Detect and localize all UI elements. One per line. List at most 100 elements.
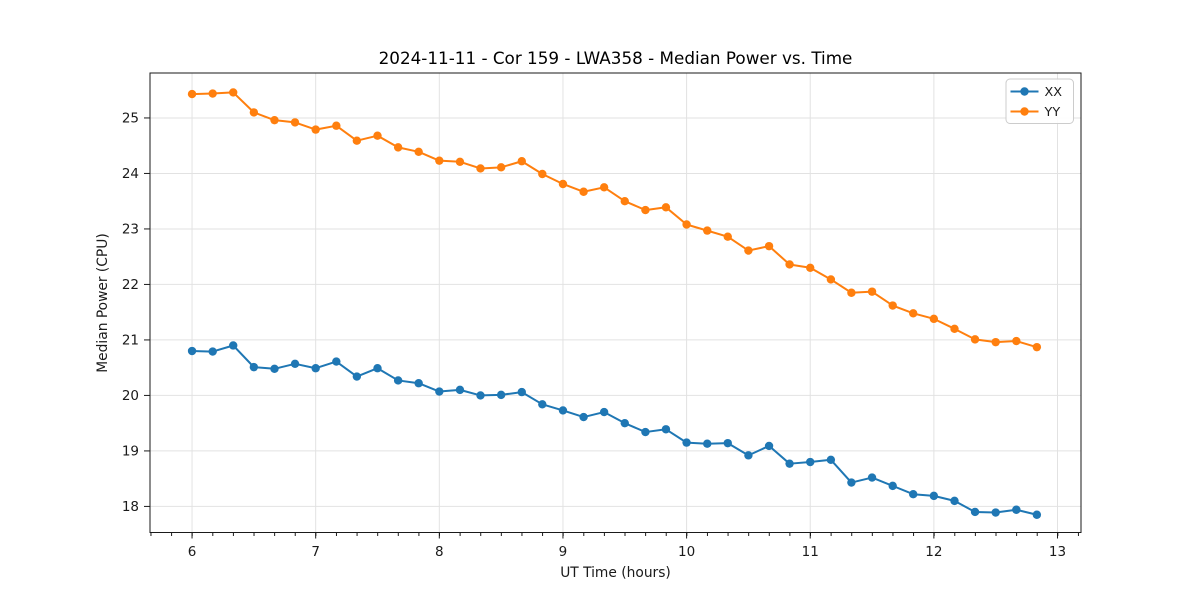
data-point-xx [641,427,650,437]
legend-item-xx: XX [1010,85,1063,100]
x-tick-label: 8 [435,544,444,560]
x-tick-label: 6 [188,544,197,560]
x-tick-label: 13 [1049,544,1066,560]
data-point-yy [414,147,423,157]
y-tick-label: 19 [122,444,139,460]
data-point-yy [888,301,897,310]
data-point-yy [744,246,753,255]
x-axis-label: UT Time (hours) [560,565,671,581]
data-point-xx [826,455,836,465]
data-point-yy [641,205,650,215]
x-tick-label: 11 [802,544,819,560]
data-point-xx [229,341,238,350]
data-point-yy [187,89,197,99]
data-point-yy [476,164,485,173]
data-point-yy [826,275,836,284]
series-xx [187,341,1042,519]
x-tick-label: 12 [925,544,942,560]
y-axis-label: Median Power (CPU) [95,233,111,373]
legend-label-xx: XX [1045,85,1063,100]
data-point-xx [661,425,671,434]
data-point-xx [538,400,547,409]
data-point-yy [208,89,217,98]
data-point-xx [991,508,1000,517]
grid [150,73,1081,533]
data-point-xx [723,438,732,448]
data-point-xx [929,491,939,501]
data-point-yy [867,287,877,296]
legend-label-yy: YY [1044,105,1061,120]
data-point-yy [579,187,588,196]
data-point-yy [847,288,856,297]
data-point-xx [682,438,691,447]
data-point-xx [1012,505,1021,514]
data-point-xx [744,451,753,460]
data-point-xx [517,387,526,397]
legend-box [1005,78,1074,124]
data-point-xx [373,364,382,373]
data-point-xx [435,387,444,396]
series-yy [187,88,1042,352]
data-point-yy [991,337,1000,347]
plot-border [149,72,1082,533]
data-point-yy [703,226,712,235]
data-point-xx [496,390,506,400]
x-tick-label: 7 [311,544,320,560]
data-point-xx [620,418,629,428]
data-point-xx [1032,510,1042,519]
y-tick-label: 21 [122,333,139,349]
data-point-yy [785,260,794,269]
data-point-xx [249,362,259,372]
data-point-yy [455,157,465,166]
data-point-xx [558,406,568,415]
data-point-yy [229,88,238,97]
data-point-yy [682,220,691,229]
data-point-yy [806,263,815,272]
data-point-yy [764,241,774,251]
data-point-xx [909,490,918,499]
data-point-yy [393,143,403,152]
data-point-yy [558,179,568,189]
data-point-yy [538,169,547,179]
legend: XX YY [1005,78,1074,124]
data-point-yy [970,335,980,344]
data-point-xx [352,372,362,381]
data-point-yy [290,118,300,127]
legend-item-yy: YY [1010,105,1061,120]
data-point-xx [476,391,485,400]
data-point-yy [517,157,526,166]
data-point-xx [270,364,279,373]
y-tick-label: 22 [122,277,139,293]
x-tick-label: 9 [559,544,568,560]
data-point-yy [311,125,320,134]
data-point-yy [1012,336,1021,346]
data-point-xx [455,385,465,395]
data-point-xx [703,439,712,448]
data-point-xx [599,407,609,417]
y-tick-label: 20 [122,388,139,404]
data-point-yy [332,121,341,130]
data-point-xx [414,379,423,388]
y-tick-label: 23 [122,222,139,238]
y-tick-label: 25 [122,111,139,127]
data-point-yy [496,163,506,172]
data-point-xx [867,473,877,482]
data-point-yy [373,131,382,140]
data-point-xx [970,507,980,517]
data-point-xx [393,376,403,385]
data-point-yy [435,156,444,165]
data-point-yy [909,309,918,318]
data-point-xx [847,478,856,487]
data-point-xx [950,496,959,506]
data-point-xx [332,357,341,366]
data-point-xx [187,346,197,356]
data-point-xx [785,459,794,468]
data-point-yy [661,203,671,212]
y-tick-label: 18 [122,499,139,515]
data-point-xx [208,347,217,356]
data-point-xx [311,364,320,373]
legend-marker-yy [1020,107,1029,116]
data-point-yy [723,232,732,241]
